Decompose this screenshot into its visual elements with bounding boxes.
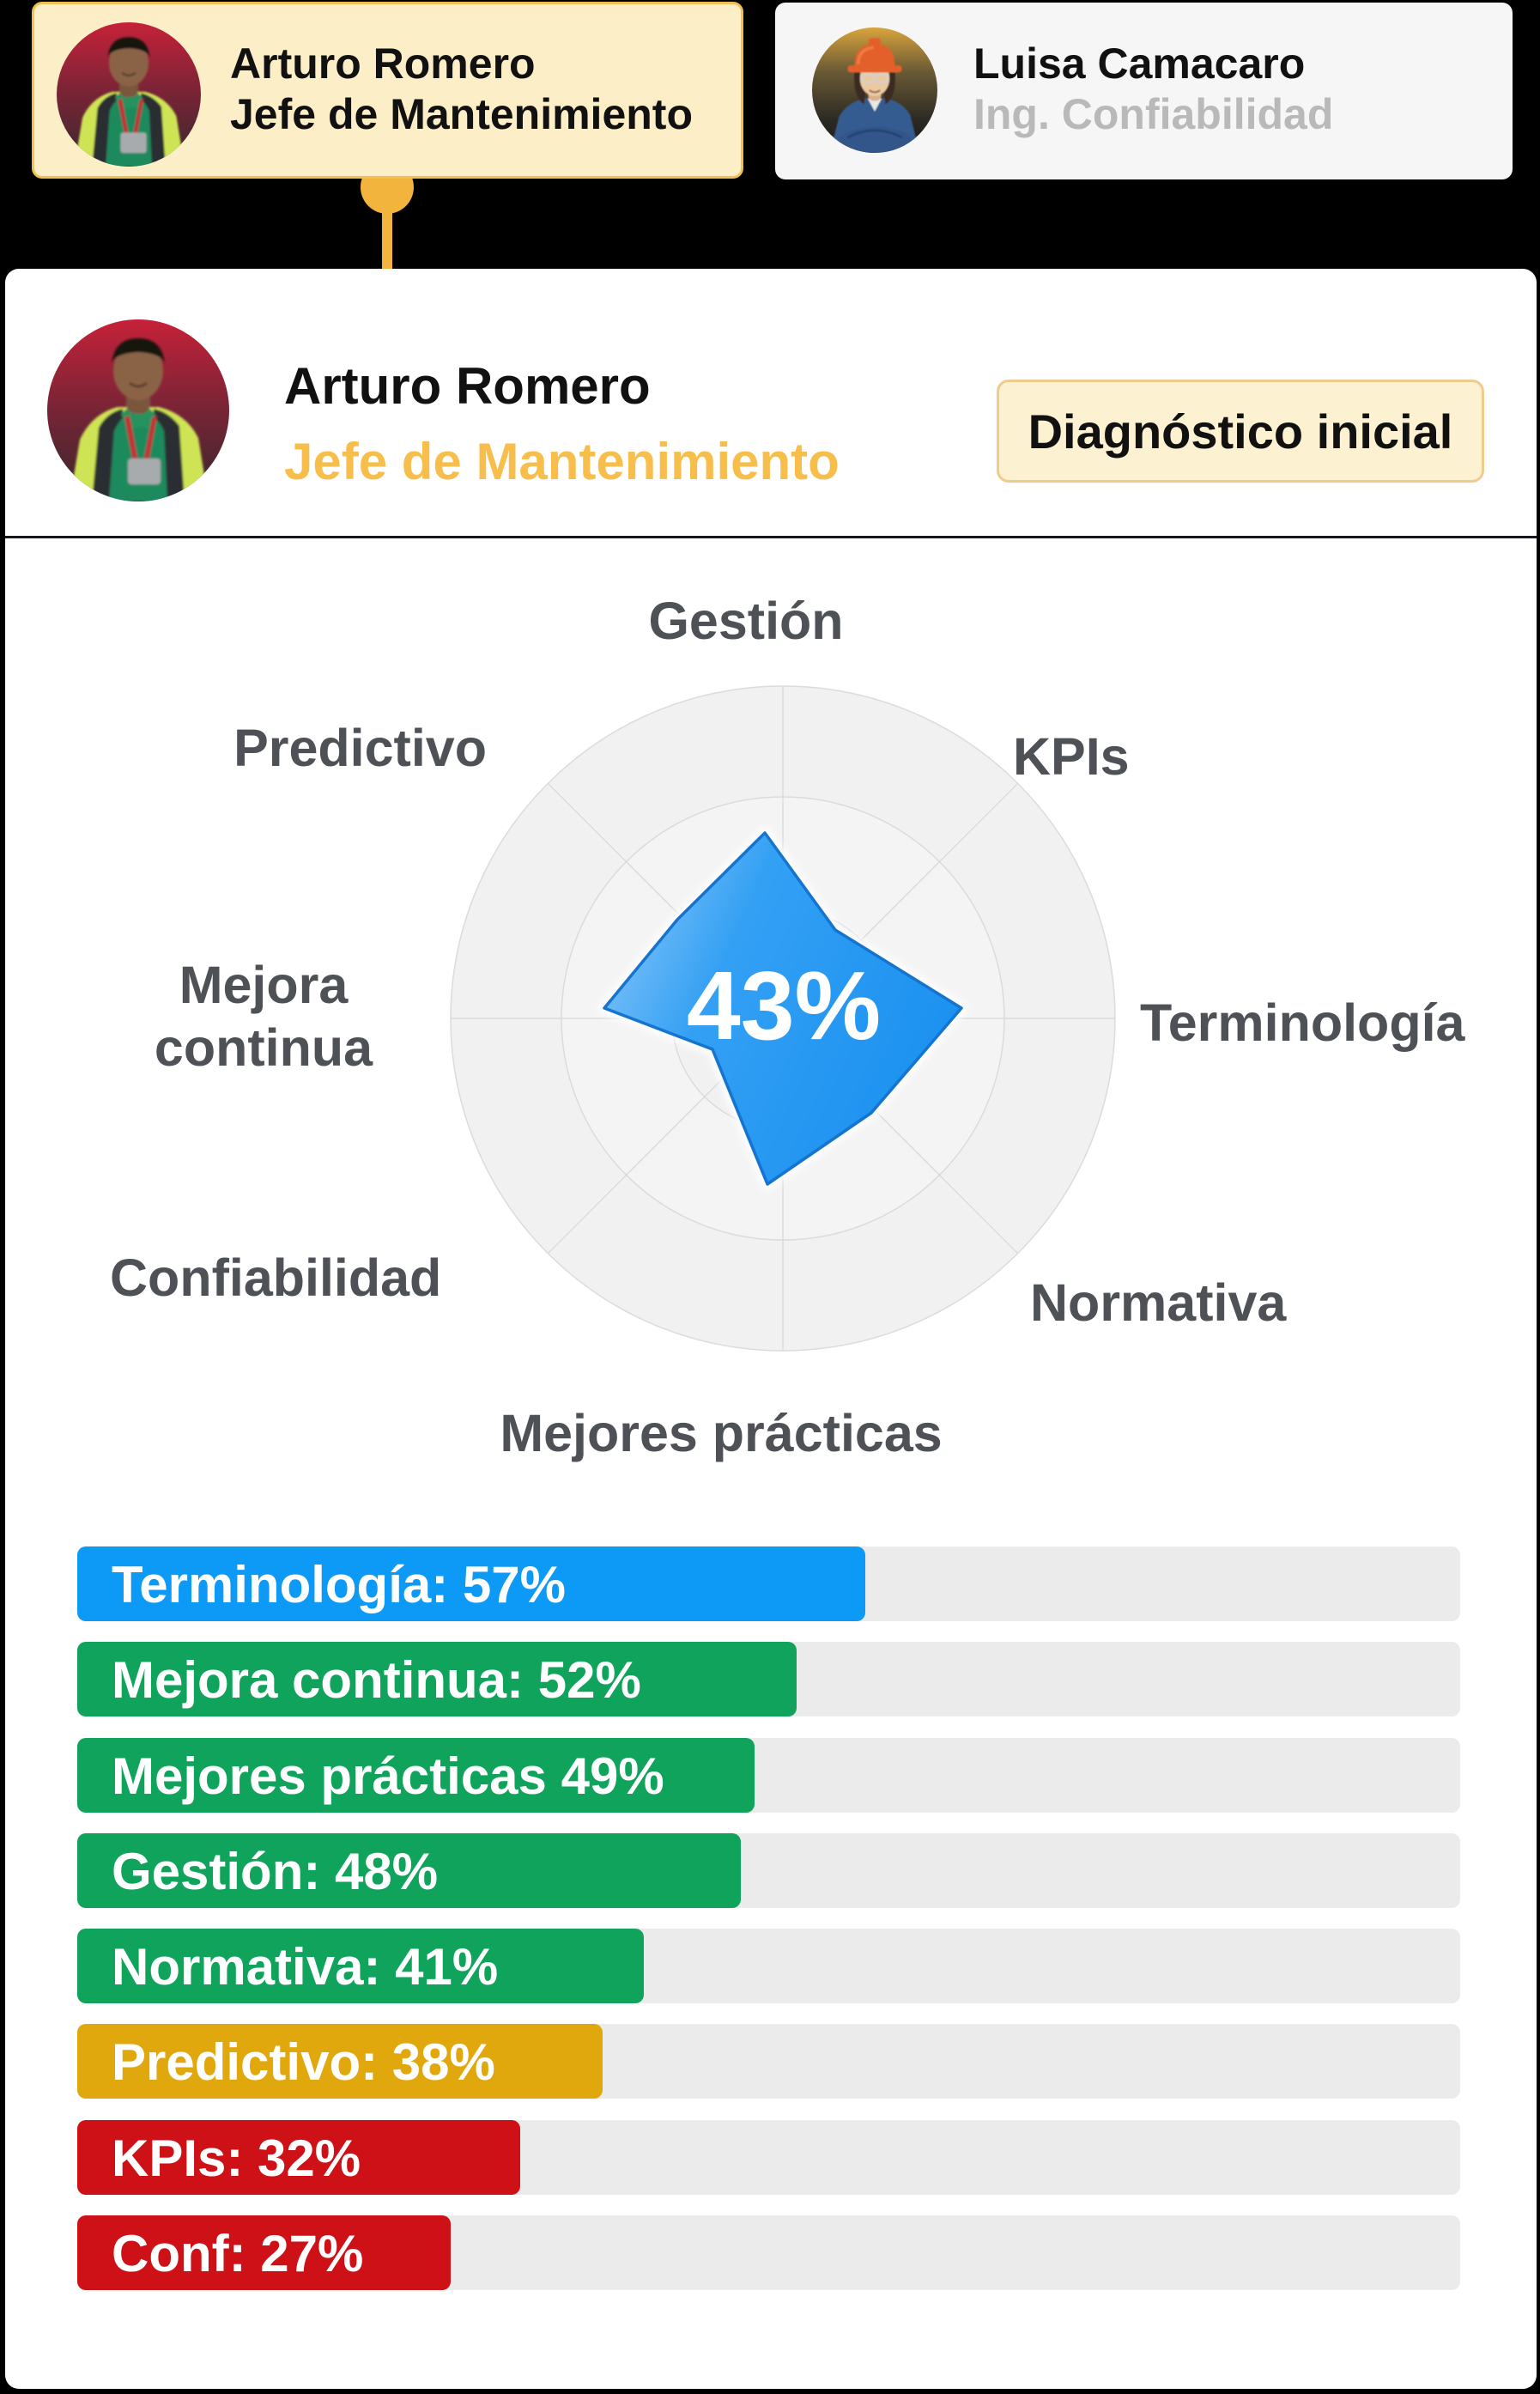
svg-text:Terminología: Terminología <box>1140 993 1466 1052</box>
svg-text:Confiabilidad: Confiabilidad <box>110 1249 441 1307</box>
svg-text:continua: continua <box>155 1018 373 1077</box>
svg-text:Gestión: Gestión <box>648 592 843 650</box>
svg-text:Mejora: Mejora <box>179 956 349 1014</box>
svg-text:KPIs: KPIs <box>1013 727 1130 786</box>
svg-text:43%: 43% <box>687 951 881 1060</box>
svg-text:Mejores prácticas: Mejores prácticas <box>500 1404 942 1462</box>
svg-text:Predictivo: Predictivo <box>233 719 487 777</box>
svg-text:Normativa: Normativa <box>1030 1273 1287 1332</box>
